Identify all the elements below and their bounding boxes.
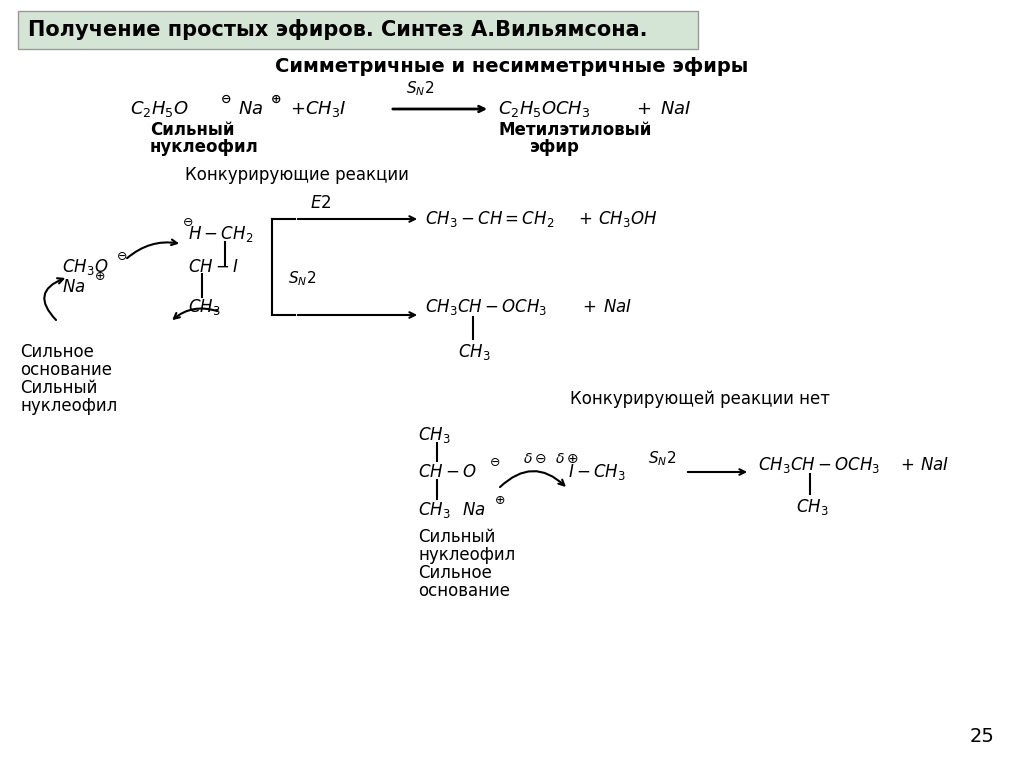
Text: ⊖: ⊖ [117, 251, 128, 264]
Text: Получение простых эфиров. Синтез А.Вильямсона.: Получение простых эфиров. Синтез А.Вилья… [28, 19, 647, 41]
Text: $CH_3$: $CH_3$ [418, 425, 451, 445]
Text: ⊖: ⊖ [490, 456, 501, 469]
Text: Метилэтиловый: Метилэтиловый [498, 121, 651, 139]
Text: Сильный: Сильный [150, 121, 234, 139]
Text: $Na$: $Na$ [238, 100, 263, 118]
Text: нуклеофил: нуклеофил [150, 138, 259, 156]
Text: Сильное: Сильное [418, 564, 492, 582]
Text: Сильный: Сильный [418, 528, 496, 546]
Text: ⊕: ⊕ [495, 493, 506, 506]
Text: основание: основание [418, 582, 510, 600]
Text: $NaI$: $NaI$ [603, 298, 632, 316]
Text: $CH_3-CH=CH_2$: $CH_3-CH=CH_2$ [425, 209, 554, 229]
FancyBboxPatch shape [18, 11, 698, 49]
Text: $CH_3OH$: $CH_3OH$ [598, 209, 657, 229]
Text: Сильное: Сильное [20, 343, 94, 361]
Text: $C_2H_5OCH_3$: $C_2H_5OCH_3$ [498, 99, 591, 119]
Text: $C_2H_5O$: $C_2H_5O$ [130, 99, 188, 119]
Text: основание: основание [20, 361, 112, 379]
Text: Конкурирующей реакции нет: Конкурирующей реакции нет [570, 390, 830, 408]
Text: нуклеофил: нуклеофил [418, 546, 515, 564]
Text: $CH - I$: $CH - I$ [188, 258, 239, 276]
Text: $CH_3$: $CH_3$ [796, 497, 828, 517]
Text: $CH_3CH-OCH_3$: $CH_3CH-OCH_3$ [425, 297, 547, 317]
Text: ⊖: ⊖ [221, 93, 231, 106]
Text: $Na$: $Na$ [62, 278, 86, 296]
Text: $S_N2$: $S_N2$ [406, 80, 434, 98]
Text: $NaI$: $NaI$ [920, 456, 949, 474]
Text: $CH_3CH-OCH_3$: $CH_3CH-OCH_3$ [758, 455, 881, 475]
Text: $H - CH_2$: $H - CH_2$ [188, 224, 253, 244]
Text: $\delta\oplus$: $\delta\oplus$ [555, 452, 579, 466]
Text: $\delta\ominus$: $\delta\ominus$ [523, 452, 547, 466]
Text: $S_N2$: $S_N2$ [288, 270, 316, 288]
Text: $+$: $+$ [582, 298, 596, 316]
Text: Симметричные и несимметричные эфиры: Симметричные и несимметричные эфиры [275, 58, 749, 77]
Text: $CH_3$: $CH_3$ [418, 500, 451, 520]
Text: $+$: $+$ [636, 100, 651, 118]
Text: $E2$: $E2$ [310, 194, 332, 212]
Text: $NaI$: $NaI$ [660, 100, 691, 118]
Text: $+$: $+$ [578, 210, 592, 228]
Text: $+$: $+$ [900, 456, 914, 474]
Text: Конкурирующие реакции: Конкурирующие реакции [185, 166, 409, 184]
Text: 25: 25 [970, 728, 995, 746]
Text: ⊕: ⊕ [95, 271, 105, 284]
Text: ⊖: ⊖ [183, 216, 194, 229]
Text: $Na$: $Na$ [462, 501, 485, 519]
Text: $CH_3$: $CH_3$ [188, 297, 220, 317]
Text: $CH_3O$: $CH_3O$ [62, 257, 109, 277]
Text: $S_N2$: $S_N2$ [648, 449, 676, 469]
Text: $I-CH_3$: $I-CH_3$ [568, 462, 626, 482]
Text: ⊕: ⊕ [271, 93, 282, 106]
Text: нуклеофил: нуклеофил [20, 397, 118, 415]
Text: $CH - O$: $CH - O$ [418, 463, 477, 481]
Text: $+ CH_3I$: $+ CH_3I$ [290, 99, 346, 119]
Text: Сильный: Сильный [20, 379, 97, 397]
Text: эфир: эфир [530, 138, 580, 156]
Text: $CH_3$: $CH_3$ [458, 342, 490, 362]
